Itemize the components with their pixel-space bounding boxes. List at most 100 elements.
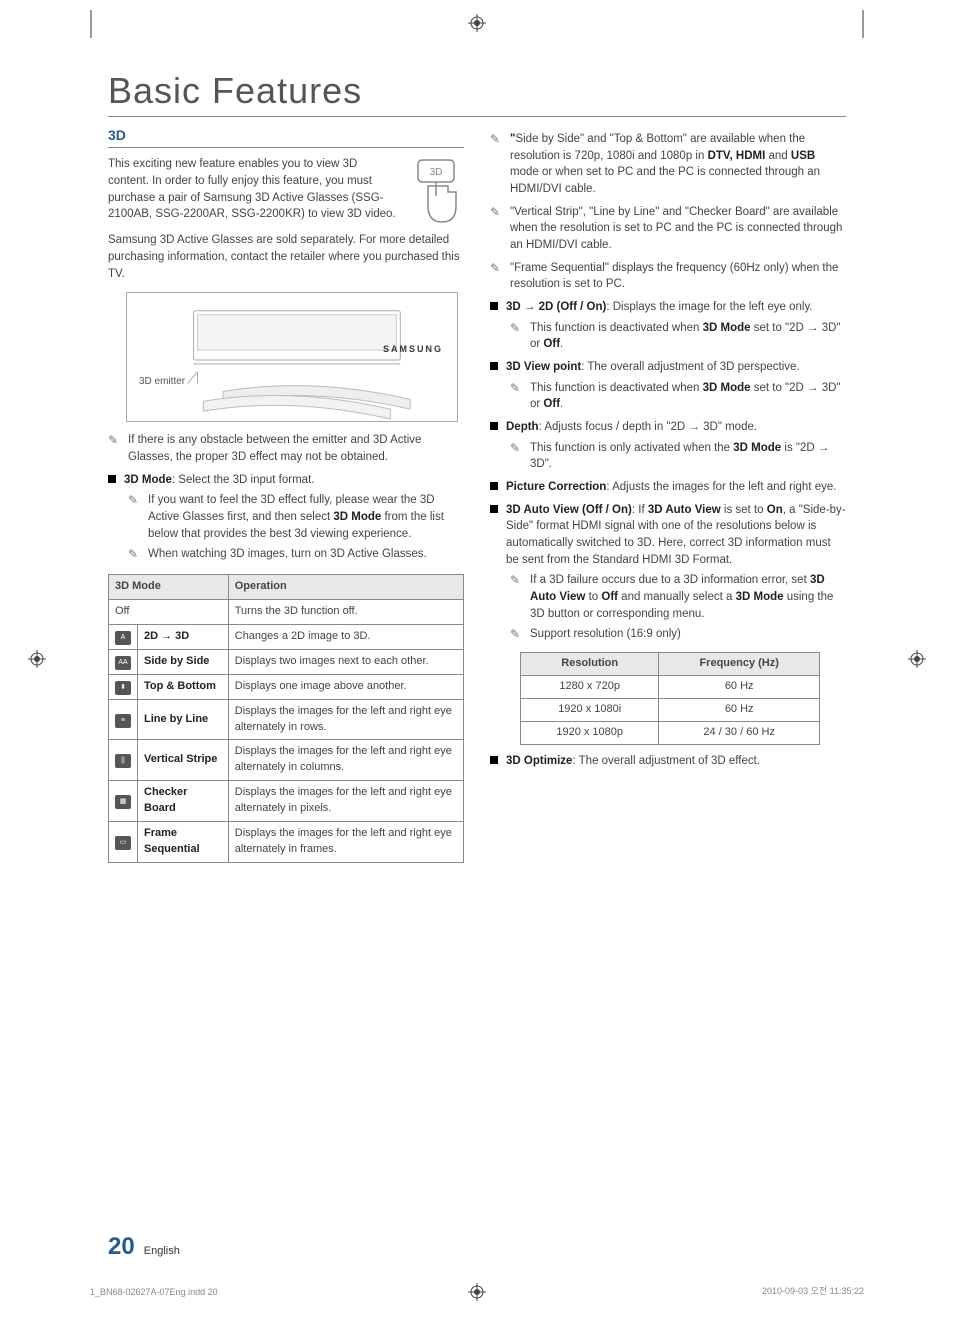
cell: 24 / 30 / 60 Hz (659, 721, 820, 744)
mode-sub-note: If you want to feel the 3D effect fully,… (148, 492, 464, 542)
bold: Checker Board (144, 786, 187, 814)
bullet-text: Picture Correction: Adjusts the images f… (506, 479, 836, 496)
page-content: Basic Features 3D This exciting new feat… (108, 70, 846, 863)
note-icon: ✎ (490, 204, 504, 254)
mode-name: Checker Board (138, 781, 229, 822)
mode-icon: AA (115, 656, 131, 670)
sub-note: This function is only activated when the… (530, 440, 846, 473)
mode-icon: ▦ (115, 795, 131, 809)
mode-icon: ▭ (115, 836, 131, 850)
table-header: 3D Mode (109, 574, 229, 599)
note-obstacle: If there is any obstacle between the emi… (128, 432, 464, 465)
right-note: "Frame Sequential" displays the frequenc… (510, 260, 846, 293)
cell: 60 Hz (659, 675, 820, 698)
note-icon: ✎ (510, 572, 524, 622)
table-row: AA Side by Side Displays two images next… (109, 649, 464, 674)
table-header: Frequency (Hz) (659, 652, 820, 675)
table-header-row: 3D Mode Operation (109, 574, 464, 599)
table-row: 1280 x 720p60 Hz (521, 675, 820, 698)
intro-paragraph: This exciting new feature enables you to… (108, 156, 398, 223)
samsung-logo: SAMSUNG (383, 343, 443, 356)
note-icon: ✎ (490, 260, 504, 293)
mode-bullet: 3D Mode: Select the 3D input format. (124, 472, 314, 489)
mode-op: Displays the images for the left and rig… (228, 822, 463, 863)
text: : Select the 3D input format. (172, 474, 315, 486)
crop-mark (90, 10, 92, 38)
bold: 3D Mode (124, 474, 172, 486)
table-row: ≡ Line by Line Displays the images for t… (109, 699, 464, 740)
bold: Side by Side (144, 655, 209, 667)
mode-op: Displays the images for the left and rig… (228, 781, 463, 822)
mode-icon: || (115, 754, 131, 768)
mode-table: 3D Mode Operation Off Turns the 3D funct… (108, 574, 464, 863)
mode-name: Frame Sequential (138, 822, 229, 863)
page-number-value: 20 (108, 1233, 135, 1260)
note-icon: ✎ (510, 440, 524, 473)
crop-mark (862, 10, 864, 38)
bullet-text: 3D Auto View (Off / On): If 3D Auto View… (506, 502, 846, 569)
text: and manually select a (618, 591, 736, 603)
right-column: ✎ ""Side by Side" and "Top & Bottom" are… (490, 125, 846, 863)
bold: 3D Optimize (506, 755, 572, 767)
bold: 3D Mode (333, 511, 381, 523)
title-rule (108, 116, 846, 117)
text: to (585, 591, 601, 603)
sub-note: Support resolution (16:9 only) (530, 626, 681, 643)
registration-mark-icon (468, 14, 486, 32)
bold: 3D Mode (703, 322, 751, 334)
text: This function is only activated when the (530, 442, 733, 454)
bold: Depth (506, 421, 539, 433)
table-row: Off Turns the 3D function off. (109, 599, 464, 624)
sub-note: This function is deactivated when 3D Mod… (530, 320, 846, 353)
cell: 1280 x 720p (521, 675, 659, 698)
table-row: 1920 x 1080i60 Hz (521, 698, 820, 721)
emitter-label: 3D emitter (139, 375, 185, 390)
table-header: Operation (228, 574, 463, 599)
note-icon: ✎ (510, 320, 524, 353)
cell: 1920 x 1080p (521, 721, 659, 744)
text: If a 3D failure occurs due to a 3D infor… (530, 574, 810, 586)
mode-sub-note-2: When watching 3D images, turn on 3D Acti… (148, 546, 427, 563)
bullet-text: 3D Optimize: The overall adjustment of 3… (506, 753, 760, 770)
bold: 3D Auto View (648, 504, 721, 516)
page-title: Basic Features (108, 70, 846, 112)
text: . (560, 338, 563, 350)
footer-timestamp: 2010-09-03 오전 11:35:22 (762, 1284, 864, 1297)
bullet-icon (490, 482, 498, 490)
text: : Adjusts focus / depth in "2D → 3D" mod… (539, 421, 757, 433)
bold: 2D → 3D (144, 630, 189, 642)
mode-icon-cell: A (109, 624, 138, 649)
mode-name: Line by Line (138, 699, 229, 740)
bullet-icon (108, 475, 116, 483)
note-icon: ✎ (510, 626, 524, 643)
bold: Off (543, 338, 560, 350)
bullet-icon (490, 505, 498, 513)
note-icon: ✎ (128, 492, 142, 542)
note-icon: ✎ (490, 131, 504, 198)
page-number: 20 English (108, 1233, 180, 1261)
text: : The overall adjustment of 3D perspecti… (581, 361, 799, 373)
text: : If (632, 504, 648, 516)
mode-name: Off (109, 599, 229, 624)
svg-text:3D: 3D (430, 167, 443, 178)
table-header: Resolution (521, 652, 659, 675)
emitter-diagram: SAMSUNG 3D emitter (126, 292, 458, 422)
bold: 3D View point (506, 361, 581, 373)
cell: 60 Hz (659, 698, 820, 721)
resolution-table: Resolution Frequency (Hz) 1280 x 720p60 … (520, 652, 820, 745)
mode-op: Displays one image above another. (228, 674, 463, 699)
table-row: || Vertical Stripe Displays the images f… (109, 740, 464, 781)
mode-name: Vertical Stripe (138, 740, 229, 781)
text: is set to (721, 504, 767, 516)
table-row: 1920 x 1080p24 / 30 / 60 Hz (521, 721, 820, 744)
bold: Vertical Stripe (144, 753, 217, 765)
bold: Off (601, 591, 618, 603)
bold: On (767, 504, 783, 516)
note-icon: ✎ (510, 380, 524, 413)
table-row: ▭ Frame Sequential Displays the images f… (109, 822, 464, 863)
cell: 1920 x 1080i (521, 698, 659, 721)
mode-icon-cell: ▦ (109, 781, 138, 822)
text: : Adjusts the images for the left and ri… (606, 481, 836, 493)
table-row: ⬍ Top & Bottom Displays one image above … (109, 674, 464, 699)
sub-note: This function is deactivated when 3D Mod… (530, 380, 846, 413)
